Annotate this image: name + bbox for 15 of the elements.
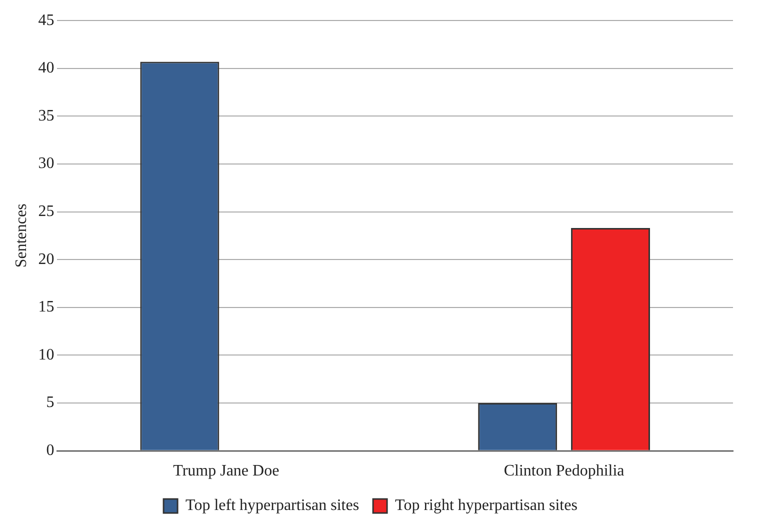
y-tick-label: 40 — [38, 60, 54, 77]
y-tick-label: 35 — [38, 107, 54, 124]
legend-label: Top left hyperpartisan sites — [186, 497, 360, 514]
x-tick-label: Trump Jane Doe — [173, 462, 280, 480]
legend-label: Top right hyperpartisan sites — [395, 497, 578, 514]
y-tick-label: 10 — [38, 346, 54, 364]
y-axis-title: Sentences — [12, 204, 30, 268]
y-tick-label: 30 — [38, 155, 54, 172]
y-tick-label: 15 — [38, 298, 54, 316]
y-tick-label: 20 — [38, 250, 54, 268]
y-tick-label: 25 — [38, 203, 54, 220]
y-tick-label: 5 — [46, 394, 54, 412]
y-tick-label: 0 — [46, 442, 54, 460]
y-tick-label: 45 — [38, 12, 54, 29]
x-tick-label: Clinton Pedophilia — [504, 462, 624, 480]
